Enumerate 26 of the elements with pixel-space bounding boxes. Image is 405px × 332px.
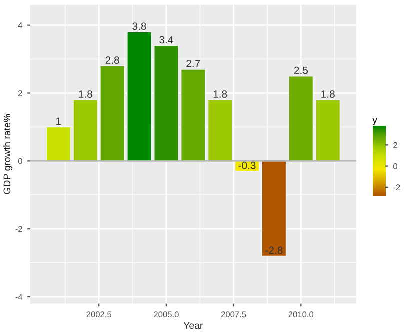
- legend-title: y: [372, 118, 378, 126]
- data-label: 1.8: [214, 90, 228, 98]
- y-tick-label: 0: [18, 158, 22, 164]
- x-tick-label: 2005.0: [154, 312, 179, 318]
- y-tick-label: -4: [16, 294, 22, 300]
- y-axis-title: GDP growth rate%: [3, 114, 13, 194]
- x-axis-title: Year: [184, 322, 204, 330]
- x-tick-label: 2002.5: [86, 312, 112, 318]
- y-tick-label: -2: [16, 226, 22, 232]
- data-label: 3.8: [132, 22, 146, 30]
- data-label: 3.4: [160, 36, 174, 44]
- y-tick-label: 2: [18, 90, 22, 96]
- color-bar-label: -2: [394, 184, 400, 190]
- data-label: 2.5: [294, 66, 308, 74]
- data-label: -2.8: [266, 246, 283, 254]
- data-label: 1.8: [322, 90, 335, 98]
- color-bar-label: 2: [394, 142, 398, 148]
- data-label: 1.8: [79, 90, 92, 98]
- x-tick-label: 2010.0: [288, 312, 314, 318]
- x-tick-label: 2007.5: [221, 312, 246, 318]
- data-label: -0.3: [238, 162, 256, 170]
- data-label: 1: [56, 118, 62, 126]
- y-tick-label: 4: [18, 22, 22, 28]
- data-label: 2.7: [186, 60, 200, 68]
- color-bar-label: 0: [394, 164, 398, 170]
- data-label: 2.8: [106, 56, 120, 64]
